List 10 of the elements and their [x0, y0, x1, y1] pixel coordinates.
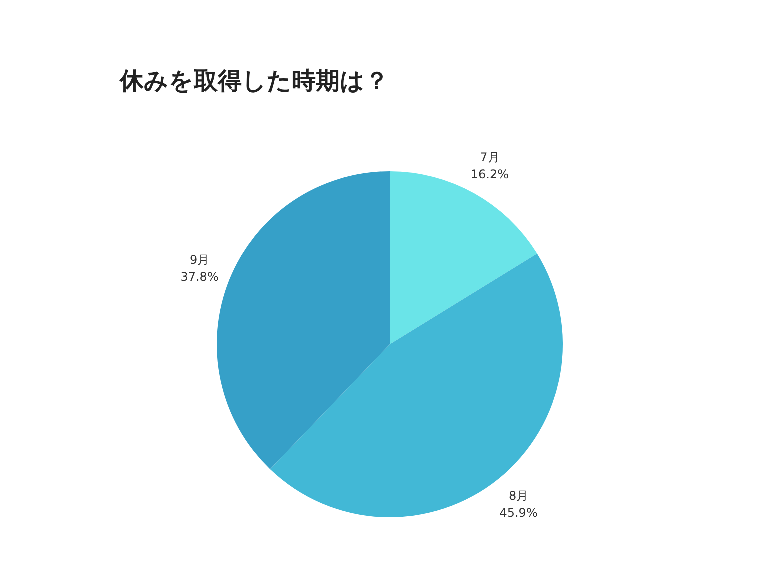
chart-title: 休みを取得した時期は？ [119, 67, 389, 95]
slice-label: 7月 [480, 150, 500, 165]
data-label: 37.8% [180, 270, 219, 284]
pie-slice [217, 172, 390, 470]
pie-slice [270, 254, 563, 518]
data-label: 16.2% [470, 168, 510, 182]
data-label: 45.9% [500, 506, 538, 520]
pie-slice [390, 172, 538, 344]
slice-label: 8月 [508, 488, 529, 503]
slice-label: 9月 [190, 253, 210, 268]
